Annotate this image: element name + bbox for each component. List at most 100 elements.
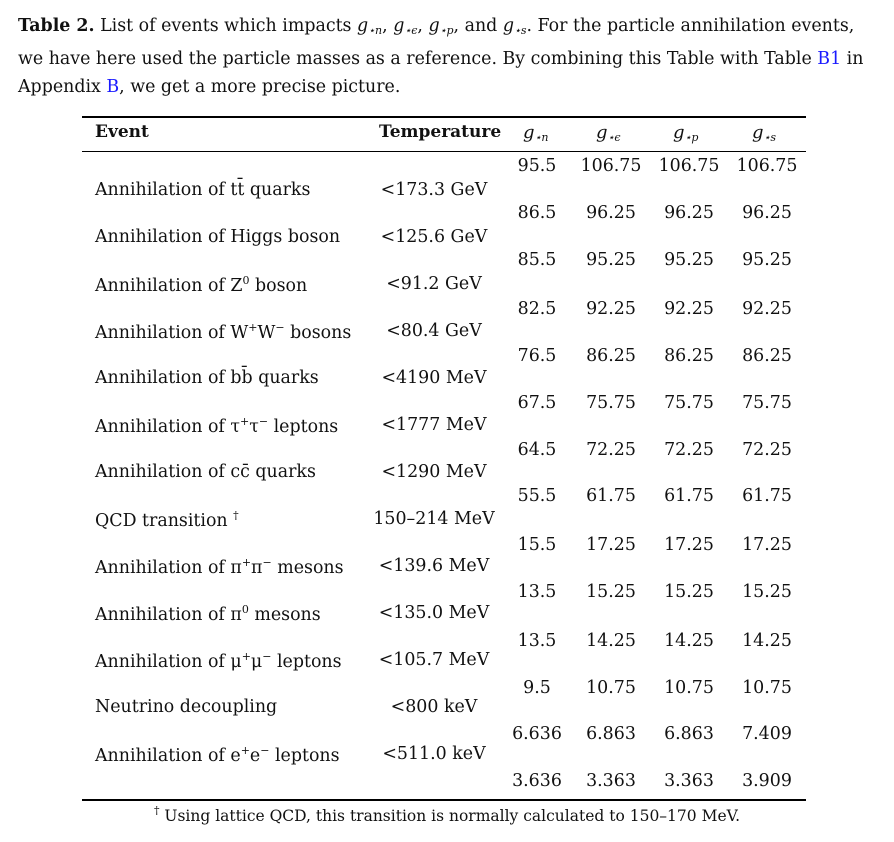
event-temperature: <80.4 GeV bbox=[386, 321, 482, 341]
g-star-e-value: 95.25 bbox=[586, 250, 636, 270]
g-star-s-symbol: g⋆s bbox=[502, 16, 527, 37]
g-star-e-value: 86.25 bbox=[586, 346, 636, 366]
header-g-star-n: g⋆n bbox=[523, 122, 549, 144]
event-temperature: 150–214 MeV bbox=[373, 509, 495, 529]
g-star-s-value: 7.409 bbox=[742, 724, 792, 744]
g-star-n-value: 55.5 bbox=[517, 486, 557, 506]
event-name: Neutrino decoupling bbox=[95, 697, 278, 717]
g-star-e-value: 92.25 bbox=[586, 299, 636, 319]
event-temperature: <139.6 MeV bbox=[378, 556, 490, 576]
g-star-n-value: 15.5 bbox=[517, 535, 557, 555]
g-star-e-value: 75.75 bbox=[586, 393, 636, 413]
event-temperature: <105.7 MeV bbox=[378, 650, 490, 670]
event-temperature: <1777 MeV bbox=[381, 415, 487, 435]
g-star-s-value: 95.25 bbox=[742, 250, 792, 270]
g-star-s-value: 92.25 bbox=[742, 299, 792, 319]
caption-text: List of events which impacts bbox=[94, 16, 358, 36]
g-star-e-value: 15.25 bbox=[586, 582, 636, 602]
link-appendix-b[interactable]: B bbox=[106, 77, 120, 97]
event-temperature: <135.0 MeV bbox=[378, 603, 490, 623]
g-star-e-symbol: g⋆ϵ bbox=[393, 16, 418, 37]
event-name: Annihilation of e+e− leptons bbox=[95, 744, 340, 766]
event-temperature: <4190 MeV bbox=[381, 368, 487, 388]
event-name: Annihilation of τ+τ− leptons bbox=[95, 415, 339, 437]
header-temperature: Temperature bbox=[379, 122, 502, 142]
event-name: Annihilation of cc̄ quarks bbox=[95, 462, 316, 482]
g-star-e-value: 14.25 bbox=[586, 631, 636, 651]
g-star-e-value: 61.75 bbox=[586, 486, 636, 506]
g-star-n-value: 6.636 bbox=[512, 724, 562, 744]
g-star-s-value: 106.75 bbox=[736, 156, 798, 176]
g-star-e-value: 10.75 bbox=[586, 678, 636, 698]
g-star-e-value: 6.863 bbox=[586, 724, 636, 744]
g-star-p-value: 14.25 bbox=[664, 631, 714, 651]
g-star-n-value: 95.5 bbox=[517, 156, 557, 176]
g-star-n-value: 13.5 bbox=[517, 582, 557, 602]
event-name: Annihilation of Z0 boson bbox=[95, 274, 308, 296]
table-caption: Table 2. List of events which impacts g⋆… bbox=[18, 16, 864, 97]
g-star-e-value: 106.75 bbox=[580, 156, 642, 176]
g-star-n-value: 13.5 bbox=[517, 631, 557, 651]
g-star-n-value: 64.5 bbox=[517, 440, 557, 460]
caption-label: Table 2. bbox=[18, 16, 95, 36]
table-bottom-rule bbox=[82, 799, 806, 801]
g-star-s-value: 17.25 bbox=[742, 535, 792, 555]
g-star-n-symbol: g⋆n bbox=[357, 16, 383, 37]
event-temperature: <511.0 keV bbox=[382, 744, 486, 764]
g-star-p-value: 96.25 bbox=[664, 203, 714, 223]
g-star-s-value: 96.25 bbox=[742, 203, 792, 223]
g-star-s-value: 14.25 bbox=[742, 631, 792, 651]
caption-text: . For the particle annihilation events, … bbox=[18, 16, 855, 69]
g-star-n-value: 9.5 bbox=[523, 678, 551, 698]
g-star-e-value: 3.363 bbox=[586, 771, 636, 791]
event-temperature: <800 keV bbox=[390, 697, 478, 717]
g-star-e-value: 72.25 bbox=[586, 440, 636, 460]
event-name: QCD transition † bbox=[95, 509, 239, 531]
event-name: Annihilation of bb̄ quarks bbox=[95, 368, 319, 388]
g-star-s-value: 86.25 bbox=[742, 346, 792, 366]
g-star-e-value: 96.25 bbox=[586, 203, 636, 223]
header-g-star-p: g⋆p bbox=[673, 122, 699, 144]
g-star-p-value: 95.25 bbox=[664, 250, 714, 270]
g-star-p-value: 6.863 bbox=[664, 724, 714, 744]
footnote-text: Using lattice QCD, this transition is no… bbox=[159, 807, 741, 825]
g-star-p-value: 17.25 bbox=[664, 535, 714, 555]
event-temperature: <1290 MeV bbox=[381, 462, 487, 482]
event-temperature: <91.2 GeV bbox=[386, 274, 482, 294]
event-name: Annihilation of tt̄ quarks bbox=[95, 180, 311, 200]
dagger-mark: † bbox=[153, 804, 160, 817]
table-top-rule bbox=[82, 116, 806, 118]
header-event: Event bbox=[95, 122, 149, 142]
g-star-p-value: 72.25 bbox=[664, 440, 714, 460]
table-header-rule bbox=[82, 151, 806, 152]
g-star-s-value: 10.75 bbox=[742, 678, 792, 698]
g-star-p-value: 15.25 bbox=[664, 582, 714, 602]
g-star-s-value: 75.75 bbox=[742, 393, 792, 413]
g-star-n-value: 85.5 bbox=[517, 250, 557, 270]
event-name: Annihilation of Higgs boson bbox=[95, 227, 341, 247]
header-g-star-e: g⋆ϵ bbox=[596, 122, 621, 144]
g-star-p-symbol: g⋆p bbox=[428, 16, 454, 37]
g-star-n-value: 67.5 bbox=[517, 393, 557, 413]
event-name: Annihilation of π0 mesons bbox=[95, 603, 321, 625]
event-name: Annihilation of μ+μ− leptons bbox=[95, 650, 342, 672]
link-table-b1[interactable]: B1 bbox=[817, 49, 842, 69]
g-star-n-value: 3.636 bbox=[512, 771, 562, 791]
g-star-n-value: 86.5 bbox=[517, 203, 557, 223]
g-star-p-value: 3.363 bbox=[664, 771, 714, 791]
g-star-n-value: 76.5 bbox=[517, 346, 557, 366]
g-star-s-value: 72.25 bbox=[742, 440, 792, 460]
g-star-p-value: 86.25 bbox=[664, 346, 714, 366]
g-star-s-value: 3.909 bbox=[742, 771, 792, 791]
g-star-s-value: 15.25 bbox=[742, 582, 792, 602]
event-temperature: <173.3 GeV bbox=[380, 180, 488, 200]
g-star-e-value: 17.25 bbox=[586, 535, 636, 555]
event-name: Annihilation of W+W− bosons bbox=[95, 321, 352, 343]
g-star-p-value: 75.75 bbox=[664, 393, 714, 413]
g-star-p-value: 106.75 bbox=[658, 156, 720, 176]
event-temperature: <125.6 GeV bbox=[380, 227, 488, 247]
g-star-p-value: 61.75 bbox=[664, 486, 714, 506]
g-star-n-value: 82.5 bbox=[517, 299, 557, 319]
g-star-s-value: 61.75 bbox=[742, 486, 792, 506]
table-footnote: † Using lattice QCD, this transition is … bbox=[0, 804, 894, 825]
